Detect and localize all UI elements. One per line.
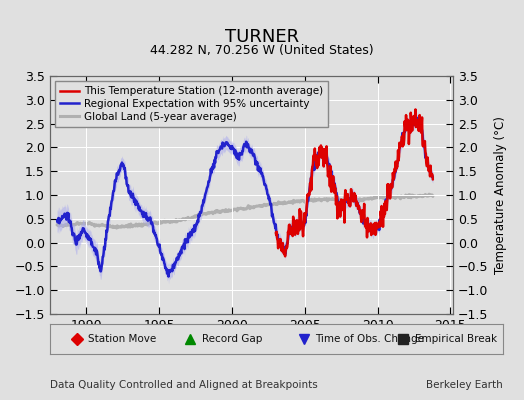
Text: 44.282 N, 70.256 W (United States): 44.282 N, 70.256 W (United States): [150, 44, 374, 57]
Text: Data Quality Controlled and Aligned at Breakpoints: Data Quality Controlled and Aligned at B…: [50, 380, 318, 390]
Text: Time of Obs. Change: Time of Obs. Change: [315, 334, 424, 344]
Text: Record Gap: Record Gap: [202, 334, 262, 344]
Text: Station Move: Station Move: [89, 334, 157, 344]
Text: TURNER: TURNER: [225, 28, 299, 46]
Y-axis label: Temperature Anomaly (°C): Temperature Anomaly (°C): [494, 116, 507, 274]
Text: Berkeley Earth: Berkeley Earth: [427, 380, 503, 390]
Legend: This Temperature Station (12-month average), Regional Expectation with 95% uncer: This Temperature Station (12-month avera…: [55, 81, 329, 127]
Text: Empirical Break: Empirical Break: [414, 334, 497, 344]
